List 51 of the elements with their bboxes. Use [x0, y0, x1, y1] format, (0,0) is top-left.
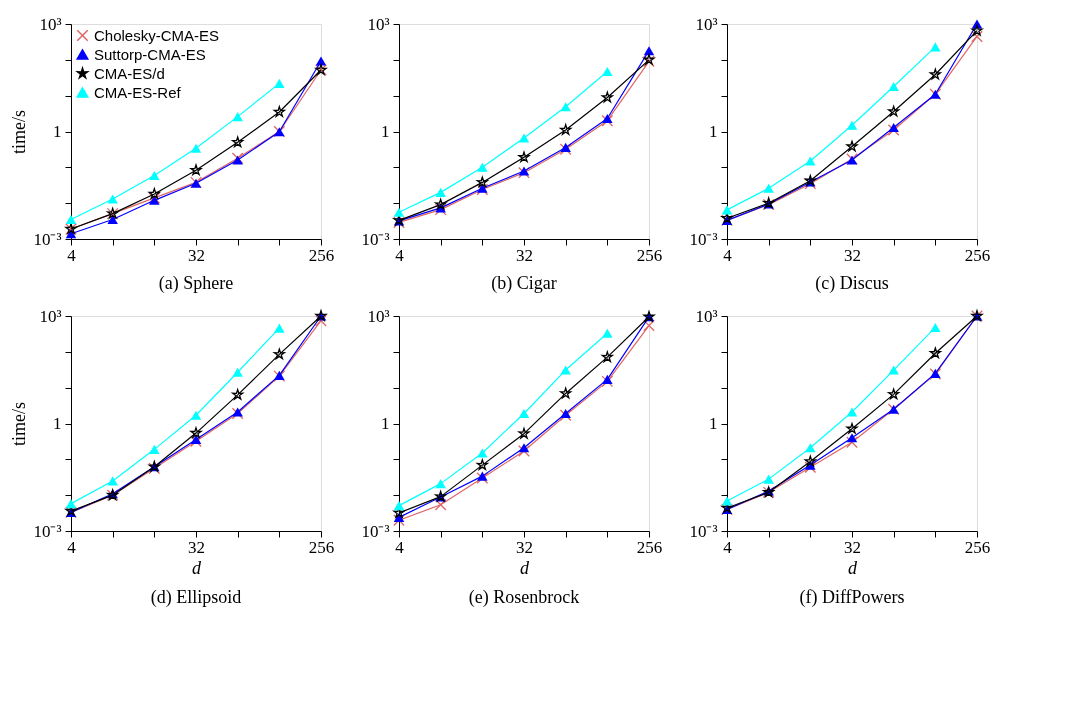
y-tick-label: 10³ — [39, 306, 62, 326]
x-tick-label: 256 — [636, 537, 663, 557]
x-tick-label: 32 — [516, 537, 533, 557]
x-tick-label: 32 — [188, 245, 205, 265]
text: (a) Sphere — [158, 273, 234, 294]
y-tick-label: 10⁻³ — [689, 229, 718, 249]
y-tick-label: 1 — [709, 122, 718, 141]
x-tick-label: 32 — [844, 245, 861, 265]
y-tick-label: 10⁻³ — [361, 521, 390, 541]
x-tick-label: 4 — [67, 245, 77, 265]
x-tick-label: 256 — [964, 245, 991, 265]
y-tick-label: 10³ — [39, 14, 62, 34]
x-tick-label: 32 — [188, 537, 205, 557]
x-axis-title: d — [192, 557, 202, 578]
x-tick-label: 256 — [636, 245, 663, 265]
x-tick-label: 4 — [67, 537, 77, 557]
text: (c) Discus — [815, 273, 889, 294]
text: (d) Ellipsoid — [150, 587, 242, 608]
x-tick-label: 4 — [395, 245, 405, 265]
x-tick-label: 32 — [844, 537, 861, 557]
x-axis-title: d — [848, 557, 858, 578]
x-tick-label: 4 — [723, 537, 733, 557]
y-tick-label: 1 — [53, 122, 62, 141]
y-tick-label: 1 — [381, 414, 390, 433]
x-tick-label: 4 — [395, 537, 405, 557]
y-tick-label: 10⁻³ — [33, 521, 62, 541]
x-tick-label: 256 — [964, 537, 991, 557]
x-tick-label: 32 — [516, 245, 533, 265]
y-axis-title: time/s — [9, 402, 30, 446]
y-tick-label: 10⁻³ — [33, 229, 62, 249]
text: (b) Cigar — [491, 273, 557, 294]
legend-label: CMA-ES-Ref — [94, 83, 182, 101]
legend-label: CMA-ES/d — [94, 64, 165, 82]
y-tick-label: 10³ — [367, 14, 390, 34]
y-axis-title: time/s — [9, 110, 30, 154]
x-tick-label: 4 — [723, 245, 733, 265]
text: (e) Rosenbrock — [468, 587, 580, 608]
y-tick-label: 10³ — [367, 306, 390, 326]
y-tick-label: 10⁻³ — [689, 521, 718, 541]
y-tick-label: 1 — [381, 122, 390, 141]
text: (f) DiffPowers — [799, 587, 905, 608]
y-tick-label: 10³ — [695, 306, 718, 326]
y-tick-label: 1 — [709, 414, 718, 433]
y-tick-label: 1 — [53, 414, 62, 433]
x-tick-label: 256 — [308, 537, 335, 557]
x-axis-title: d — [520, 557, 530, 578]
legend-label: Suttorp-CMA-ES — [94, 45, 206, 63]
legend-label: Cholesky-CMA-ES — [94, 26, 220, 44]
y-tick-label: 10³ — [695, 14, 718, 34]
y-tick-label: 10⁻³ — [361, 229, 390, 249]
x-tick-label: 256 — [308, 245, 335, 265]
